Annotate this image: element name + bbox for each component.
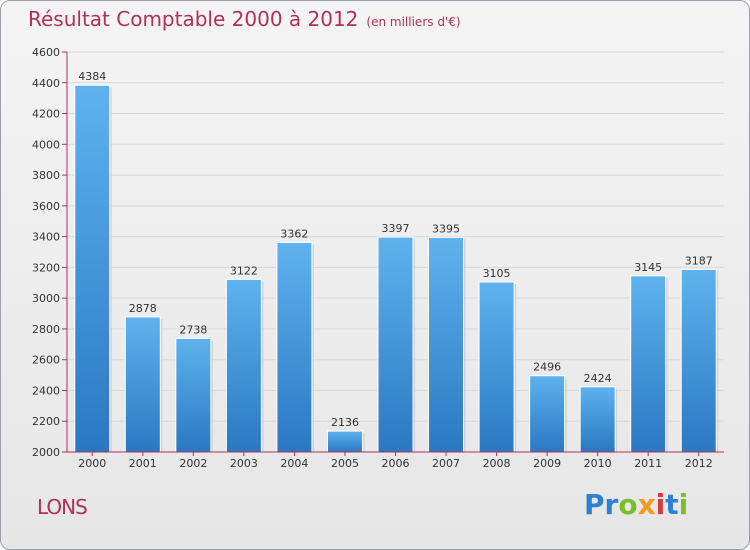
x-tick-label: 2007: [432, 457, 460, 470]
logo-letter: P: [584, 488, 605, 521]
bar-2008: [478, 281, 515, 453]
y-tick-label: 4000: [32, 138, 60, 151]
chart-subtitle: (en milliers d'€): [366, 15, 461, 29]
x-tick-label: 2004: [280, 457, 308, 470]
y-tick-label: 3800: [32, 169, 60, 182]
bar-2011: [630, 275, 667, 453]
bar-2003: [225, 278, 262, 453]
bar-2000: [74, 84, 111, 453]
data-label: 3362: [280, 227, 308, 240]
x-tick-label: 2010: [584, 457, 612, 470]
y-tick-label: 3400: [32, 231, 60, 244]
x-tick-label: 2008: [483, 457, 511, 470]
title-text: Résultat Comptable 2000 à 2012: [28, 7, 359, 31]
logo-letter: t: [665, 488, 679, 521]
logo-letter: i: [655, 488, 666, 521]
y-tick-label: 3600: [32, 200, 60, 213]
logo-letter: x: [637, 488, 656, 521]
y-tick-label: 2000: [32, 446, 60, 459]
y-tick-label: 2400: [32, 384, 60, 397]
data-label: 2424: [584, 372, 612, 385]
data-label: 3395: [432, 222, 460, 235]
logo-letter: o: [618, 488, 638, 521]
y-tick-label: 3200: [32, 261, 60, 274]
bar-2005: [326, 430, 363, 453]
bar-2004: [276, 241, 313, 453]
bar-2009: [529, 375, 566, 453]
logo-letter: i: [678, 488, 689, 521]
data-label: 2738: [179, 323, 207, 336]
x-tick-label: 2012: [685, 457, 713, 470]
bar-2001: [124, 316, 161, 453]
x-tick-label: 2003: [230, 457, 258, 470]
axes: [62, 51, 724, 456]
data-label: 4384: [78, 70, 106, 83]
data-label: 2496: [533, 361, 561, 374]
proxiti-logo[interactable]: Proxiti: [584, 488, 688, 521]
y-tick-label: 2800: [32, 323, 60, 336]
y-tick-label: 2200: [32, 415, 60, 428]
y-tick-label: 2600: [32, 354, 60, 367]
bar-2006: [377, 236, 414, 453]
bar-2002: [175, 337, 212, 453]
data-label: 3105: [483, 267, 511, 280]
chart-title: Résultat Comptable 2000 à 2012 (en millie…: [28, 7, 461, 31]
data-label: 2136: [331, 416, 359, 429]
data-label: 3122: [230, 264, 258, 277]
bar-2012: [680, 268, 717, 453]
data-label: 3397: [382, 222, 410, 235]
y-tick-label: 4600: [32, 46, 60, 59]
data-label: 2878: [129, 302, 157, 315]
logo-letter: r: [604, 488, 619, 521]
x-tick-label: 2006: [382, 457, 410, 470]
bar-2010: [579, 386, 616, 453]
x-tick-label: 2011: [634, 457, 662, 470]
bar-2007: [428, 236, 465, 453]
data-label: 3145: [634, 261, 662, 274]
x-tick-label: 2000: [78, 457, 106, 470]
labels: 2000 2200 2400 2600 2800 3000 3200 3400 3600 3800…: [32, 46, 713, 470]
x-tick-label: 2009: [533, 457, 561, 470]
data-label: 3187: [685, 254, 713, 267]
y-tick-label: 3000: [32, 292, 60, 305]
x-tick-label: 2002: [179, 457, 207, 470]
x-tick-label: 2001: [129, 457, 157, 470]
bars: [74, 84, 719, 453]
town-name: LONS: [37, 495, 88, 519]
y-tick-label: 4400: [32, 77, 60, 90]
x-tick-label: 2005: [331, 457, 359, 470]
y-tick-label: 4200: [32, 108, 60, 121]
